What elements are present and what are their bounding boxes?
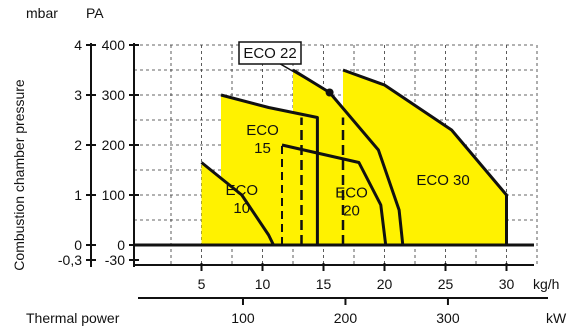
eco-22-callout-box xyxy=(238,41,302,65)
x-axis-unit: kg/h xyxy=(533,276,559,292)
y-tick-label-mbar: 4 xyxy=(74,37,82,53)
eco-30-area xyxy=(343,70,507,245)
x-tick-label-kw: 200 xyxy=(334,310,358,326)
y-tick-label-mbar: 0 xyxy=(74,237,82,253)
eco-20-label: ECO xyxy=(335,185,368,202)
eco-15-label: ECO xyxy=(246,122,279,139)
y-unit-right: PA xyxy=(86,5,104,21)
y-tick-label-pa: 300 xyxy=(102,87,126,103)
x-tick-label-kgh: 30 xyxy=(499,276,515,292)
y-tick-label-pa: 200 xyxy=(102,137,126,153)
eco-20-boundary xyxy=(281,143,388,246)
y-unit-left: mbar xyxy=(26,5,58,21)
x-tick-label-kw: 100 xyxy=(231,310,255,326)
series-areas xyxy=(201,70,507,245)
y-tick-label-mbar: 2 xyxy=(74,137,82,153)
eco-10-label: 10 xyxy=(233,200,250,217)
x-tick-label-kw: 300 xyxy=(436,310,460,326)
y-tick-label-pa: 400 xyxy=(102,37,126,53)
eco-22-callout-label: ECO 22 xyxy=(243,45,296,62)
eco-15-boundary xyxy=(220,93,319,245)
series-boundaries xyxy=(200,57,508,246)
eco-30-boundary xyxy=(342,68,508,245)
x-tick-label-kgh: 15 xyxy=(316,276,332,292)
y-tick-label-mbar: 3 xyxy=(74,87,82,103)
secondary-x-title: Thermal power xyxy=(26,310,120,326)
eco-20-label: 20 xyxy=(343,203,360,220)
eco-10-boundary xyxy=(200,161,275,246)
y-axis-title: Combustion chamber pressure xyxy=(11,79,27,271)
eco-20-dashed-boundary xyxy=(281,143,360,245)
axes xyxy=(86,43,548,305)
x-tick-label-kgh: 25 xyxy=(438,276,454,292)
x-tick-label-kgh: 20 xyxy=(377,276,393,292)
y-tick-label-mbar: -0,3 xyxy=(58,252,82,268)
y-tick-label-pa: 100 xyxy=(102,187,126,203)
eco-15-label: 15 xyxy=(254,140,271,157)
x-tick-label-kgh: 10 xyxy=(255,276,271,292)
y-tick-label-mbar: 1 xyxy=(74,187,82,203)
y-tick-label-pa: 0 xyxy=(117,237,125,253)
x-tick-label-kgh: 5 xyxy=(198,276,206,292)
eco-30-label: ECO 30 xyxy=(416,172,469,189)
eco-10-label: ECO xyxy=(226,182,259,199)
secondary-x-unit: kW xyxy=(546,310,567,326)
y-tick-label-pa: -30 xyxy=(105,252,125,268)
